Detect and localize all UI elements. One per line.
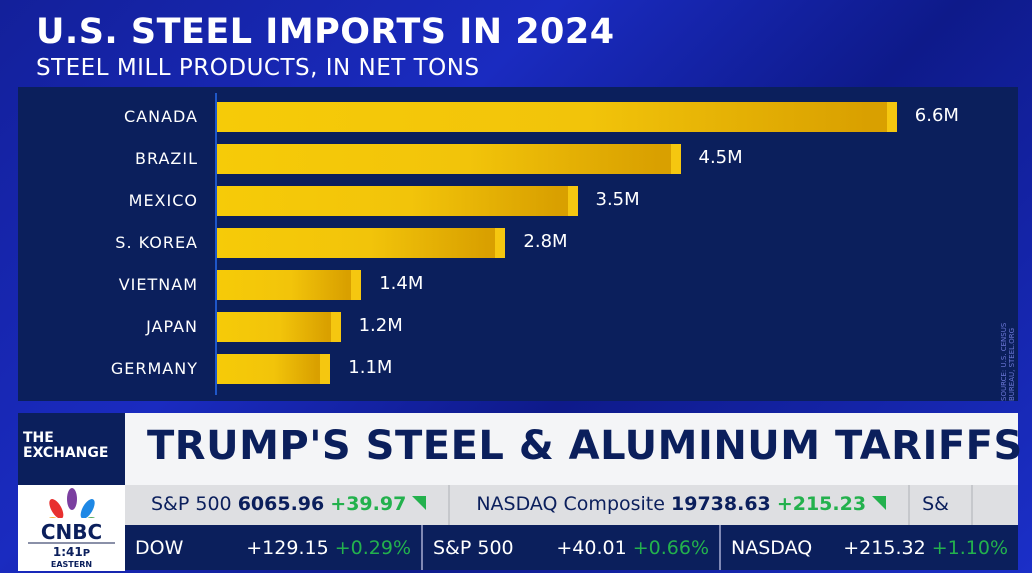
y-axis-line <box>215 93 217 395</box>
ticker-name: S&P 500 <box>151 493 232 515</box>
market-bar: DOW +129.15 +0.29% S&P 500 +40.01 +0.66% N… <box>125 525 1018 570</box>
clock-time: 1:41 <box>52 545 83 559</box>
ticker-item: S&P 500 6065.96 +39.97 <box>125 485 451 525</box>
up-arrow-icon <box>872 496 887 510</box>
value-label: 1.2M <box>358 315 403 336</box>
bar-s-korea <box>217 228 506 258</box>
market-pct: +1.10% <box>931 536 1008 559</box>
chart-title: U.S. STEEL IMPORTS IN 2024 <box>36 12 615 52</box>
market-pct: +0.29% <box>334 536 411 559</box>
market-nasdaq: NASDAQ +215.32 +1.10% <box>721 525 1018 570</box>
ticker-value: 6065.96 <box>237 493 325 515</box>
category-label: GERMANY <box>110 359 198 378</box>
market-name: NASDAQ <box>731 536 813 559</box>
category-label: S. KOREA <box>115 233 198 252</box>
market-name: DOW <box>135 536 184 559</box>
market-name: S&P 500 <box>433 536 514 559</box>
value-label: 2.8M <box>523 231 568 252</box>
bar-vietnam <box>217 270 362 300</box>
market-change: +215.32 <box>843 536 926 559</box>
ticker-crawl: S&P 500 6065.96 +39.97 NASDAQ Composite 1… <box>125 485 1018 525</box>
cnbc-logo: CNBC 1:41P EASTERN <box>18 485 125 571</box>
bar-japan <box>217 312 341 342</box>
ticker-value: 19738.63 <box>671 493 771 515</box>
market-pct: +0.66% <box>632 536 709 559</box>
bar-mexico <box>217 186 578 216</box>
value-label: 6.6M <box>914 105 959 126</box>
market-change: +129.15 <box>246 536 329 559</box>
clock-zone: EASTERN <box>50 560 93 569</box>
ticker-item: NASDAQ Composite 19738.63 +215.23 <box>450 485 911 525</box>
category-label: MEXICO <box>128 191 198 210</box>
up-arrow-icon <box>412 496 427 510</box>
value-label: 1.4M <box>379 273 424 294</box>
value-label: 1.1M <box>348 357 393 378</box>
ticker-change: +39.97 <box>330 493 407 515</box>
cnbc-wordmark: CNBC <box>28 522 115 544</box>
bar-brazil <box>217 144 681 174</box>
market-change: +40.01 <box>556 536 627 559</box>
ticker-item: S& <box>910 485 973 525</box>
source-note: SOURCE: U.S. CENSUS BUREAU, STEEL.ORG <box>1000 322 1016 401</box>
bar-canada <box>217 102 897 132</box>
market-dow: DOW +129.15 +0.29% <box>125 525 423 570</box>
bar-germany <box>217 354 331 384</box>
ticker-change: +215.23 <box>776 493 867 515</box>
category-label: JAPAN <box>146 317 198 336</box>
ticker-name: S& <box>922 493 949 515</box>
category-label: BRAZIL <box>135 149 198 168</box>
headline: TRUMP'S STEEL & ALUMINUM TARIFFS <box>125 413 1022 485</box>
ticker-name: NASDAQ Composite <box>476 493 665 515</box>
value-label: 3.5M <box>595 189 640 210</box>
category-label: VIETNAM <box>118 275 198 294</box>
peacock-icon <box>47 488 96 532</box>
value-label: 4.5M <box>698 147 743 168</box>
clock-ampm: P <box>82 548 91 559</box>
show-name: THE EXCHANGE <box>18 413 125 485</box>
chart-panel: SOURCE: U.S. CENSUS BUREAU, STEEL.ORG CA… <box>18 87 1018 401</box>
market-sp500: S&P 500 +40.01 +0.66% <box>423 525 721 570</box>
category-label: CANADA <box>123 107 198 126</box>
chart-subtitle: STEEL MILL PRODUCTS, IN NET TONS <box>36 55 480 81</box>
